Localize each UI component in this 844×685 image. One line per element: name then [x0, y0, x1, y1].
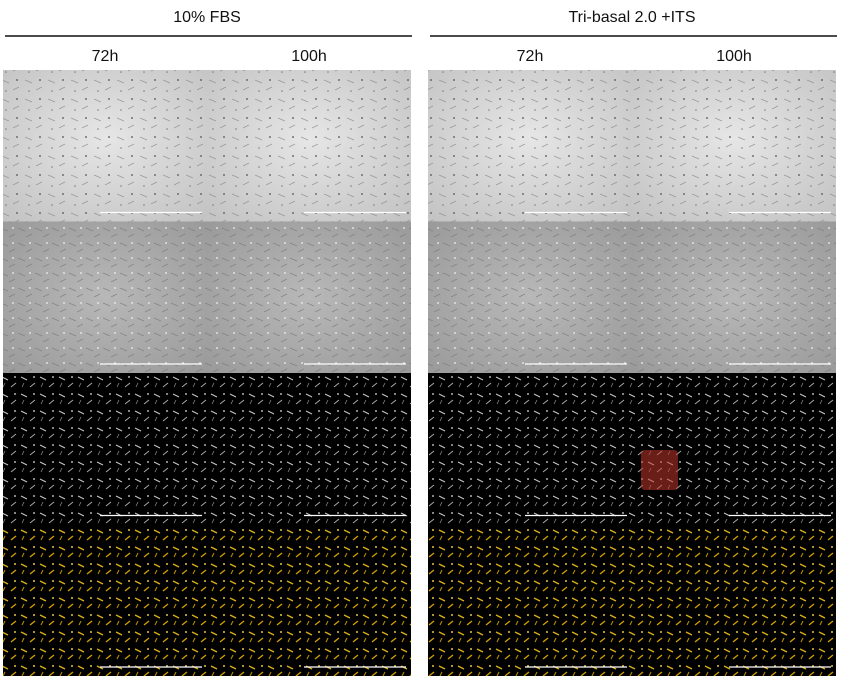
cell-texture — [632, 373, 836, 525]
cell-texture — [207, 373, 411, 525]
cell-texture — [207, 221, 411, 373]
column-label: 100h — [291, 48, 327, 65]
cell-texture — [207, 524, 411, 676]
cell-texture — [632, 70, 836, 222]
panel-title: 10% FBS — [173, 9, 241, 26]
cell-texture — [428, 221, 632, 373]
cell-texture — [632, 524, 836, 676]
cell-texture — [3, 70, 207, 222]
cell-texture — [428, 70, 632, 222]
panel-title: Tri-basal 2.0 +ITS — [568, 9, 695, 26]
column-label: 72h — [92, 48, 119, 65]
cell-texture — [428, 373, 632, 525]
cell-texture — [632, 221, 836, 373]
column-label: 72h — [517, 48, 544, 65]
cell-texture — [3, 221, 207, 373]
cell-texture — [3, 373, 207, 525]
cell-texture — [207, 70, 411, 222]
cell-texture — [428, 524, 632, 676]
column-label: 100h — [716, 48, 752, 65]
cell-texture — [3, 524, 207, 676]
highlight-box — [641, 450, 678, 490]
